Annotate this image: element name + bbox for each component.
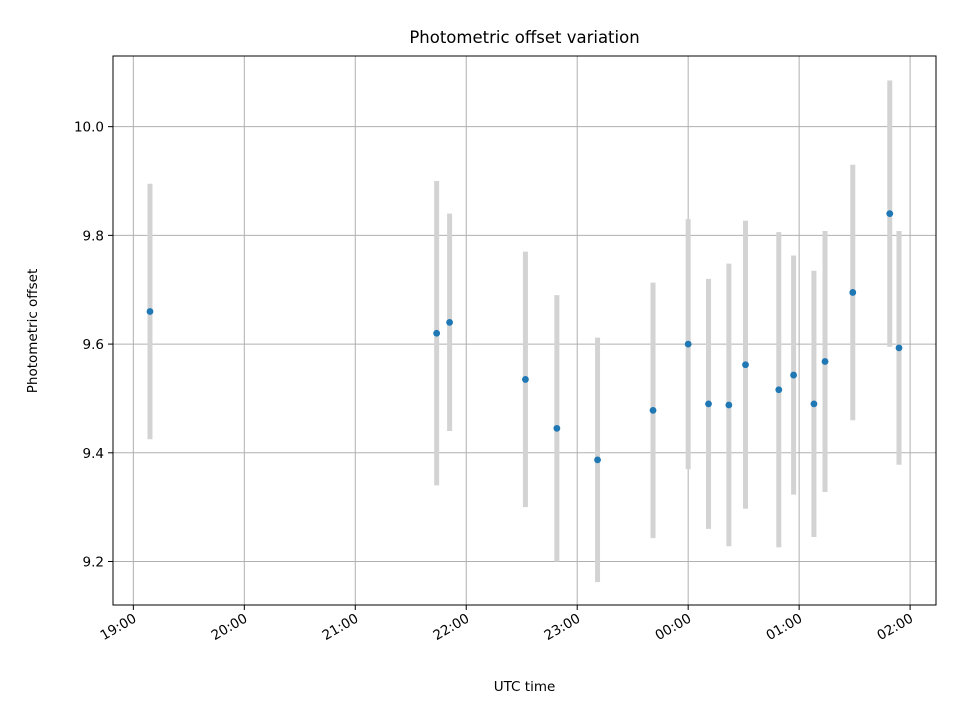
x-tick-label: 19:00	[98, 611, 140, 644]
data-point	[522, 376, 529, 383]
data-point	[446, 318, 453, 326]
data-point	[594, 456, 601, 464]
data-point	[895, 344, 903, 352]
y-tick-label: 9.6	[83, 337, 104, 353]
data-point	[146, 308, 154, 315]
data-point	[433, 329, 441, 337]
data-point	[725, 401, 733, 409]
data-point	[649, 407, 657, 414]
y-axis-label: Photometric offset	[25, 269, 41, 393]
data-point	[553, 424, 561, 432]
data-point	[810, 400, 818, 408]
y-tick-label: 9.8	[83, 228, 104, 244]
y-axis: 9.2 9.4 9.6 9.8 10.0	[74, 120, 113, 571]
x-tick-label: 01:00	[763, 611, 805, 644]
data-point	[790, 371, 797, 379]
x-tick-label: 00:00	[652, 611, 694, 644]
x-tick-label: 21:00	[320, 611, 362, 644]
data-point	[821, 358, 829, 365]
x-tick-label: 22:00	[431, 611, 473, 644]
data-point	[705, 400, 712, 408]
data-point	[775, 386, 783, 394]
errorbar-layer	[147, 80, 902, 583]
x-axis-label: UTC time	[494, 679, 556, 695]
x-tick-label: 20:00	[209, 611, 251, 644]
y-tick-label: 9.4	[83, 446, 104, 462]
x-axis: 19:00 20:00 21:00 22:00 23:00 00:00 01:00 02:00	[98, 605, 916, 644]
data-point	[742, 361, 749, 369]
y-tick-label: 10.0	[74, 120, 104, 136]
plot-frame	[112, 55, 937, 606]
data-point	[684, 340, 692, 348]
x-tick-label: 23:00	[542, 611, 584, 644]
data-point	[886, 210, 894, 218]
y-tick-label: 9.2	[83, 555, 104, 571]
x-tick-label: 02:00	[874, 611, 916, 644]
data-point	[849, 289, 857, 296]
point-layer	[146, 210, 903, 464]
chart-title: Photometric offset variation	[409, 28, 639, 47]
